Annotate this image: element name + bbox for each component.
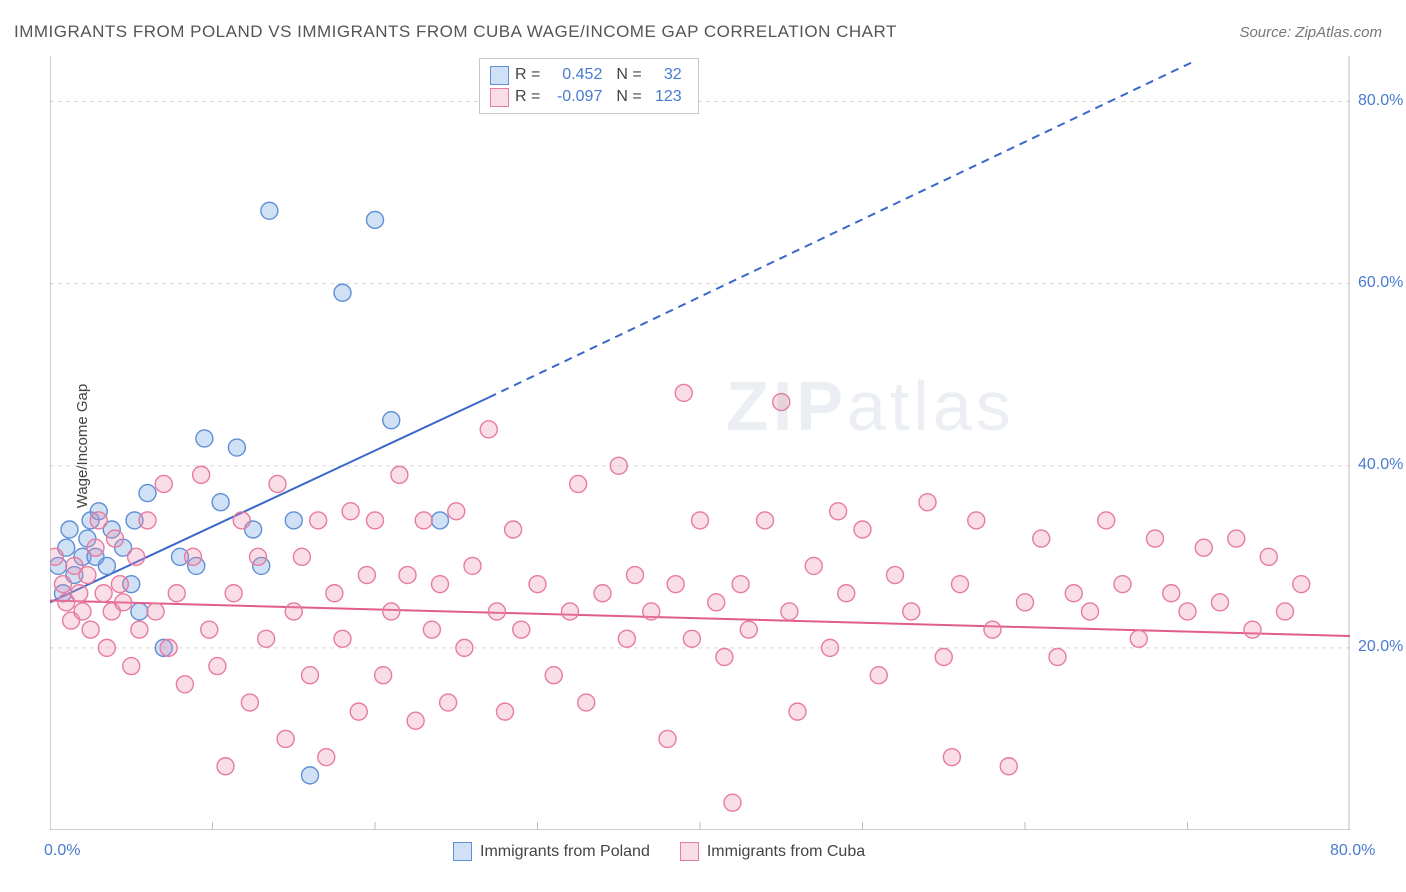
chart-title: IMMIGRANTS FROM POLAND VS IMMIGRANTS FRO… [14,22,897,42]
legend-item: Immigrants from Poland [453,842,650,861]
swatch-series-1 [490,66,509,85]
legend-item: Immigrants from Cuba [680,842,865,861]
r-label: R = [515,86,540,108]
y-tick-label: 20.0% [1358,638,1403,656]
y-tick-label: 60.0% [1358,274,1403,292]
legend-label-1: Immigrants from Poland [480,843,650,861]
swatch-series-2 [680,842,699,861]
source-label: Source: ZipAtlas.com [1239,24,1382,41]
x-tick-label-min: 0.0% [44,842,80,860]
n-label: N = [616,86,641,108]
y-tick-label: 40.0% [1358,456,1403,474]
n-label: N = [616,64,641,86]
n-value-2: 123 [648,86,682,108]
legend-label-2: Immigrants from Cuba [707,843,865,861]
chart-container: IMMIGRANTS FROM POLAND VS IMMIGRANTS FRO… [0,0,1406,892]
x-tick-label-max: 80.0% [1330,842,1375,860]
swatch-series-1 [453,842,472,861]
r-value-1: 0.452 [546,64,602,86]
r-label: R = [515,64,540,86]
scatter-plot [50,56,1350,830]
legend-row: R = 0.452 N = 32 [490,64,682,86]
series-legend: Immigrants from Poland Immigrants from C… [453,842,865,861]
n-value-1: 32 [648,64,682,86]
legend-row: R = -0.097 N = 123 [490,86,682,108]
y-tick-label: 80.0% [1358,92,1403,110]
swatch-series-2 [490,88,509,107]
correlation-legend: R = 0.452 N = 32 R = -0.097 N = 123 [479,58,699,114]
r-value-2: -0.097 [546,86,602,108]
